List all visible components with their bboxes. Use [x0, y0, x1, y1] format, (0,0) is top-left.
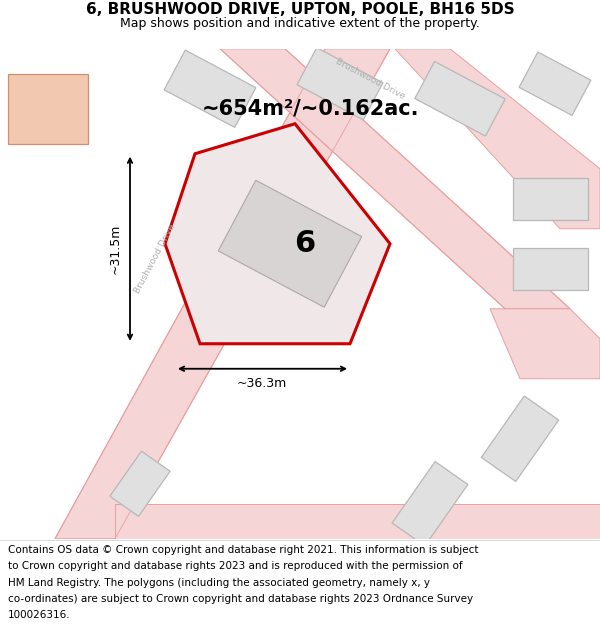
Polygon shape — [481, 396, 559, 481]
Text: ~654m²/~0.162ac.: ~654m²/~0.162ac. — [201, 99, 419, 119]
Polygon shape — [8, 74, 88, 144]
Text: HM Land Registry. The polygons (including the associated geometry, namely x, y: HM Land Registry. The polygons (includin… — [8, 578, 430, 587]
Polygon shape — [55, 49, 390, 539]
Text: co-ordinates) are subject to Crown copyright and database rights 2023 Ordnance S: co-ordinates) are subject to Crown copyr… — [8, 594, 473, 604]
Polygon shape — [218, 180, 362, 308]
Text: Contains OS data © Crown copyright and database right 2021. This information is : Contains OS data © Crown copyright and d… — [8, 545, 478, 555]
Polygon shape — [165, 124, 390, 344]
Polygon shape — [512, 248, 587, 290]
Polygon shape — [220, 49, 570, 309]
Text: ~36.3m: ~36.3m — [237, 377, 287, 390]
Text: to Crown copyright and database rights 2023 and is reproduced with the permissio: to Crown copyright and database rights 2… — [8, 561, 463, 571]
Text: 6, BRUSHWOOD DRIVE, UPTON, POOLE, BH16 5DS: 6, BRUSHWOOD DRIVE, UPTON, POOLE, BH16 5… — [86, 2, 514, 17]
Polygon shape — [297, 48, 383, 120]
Polygon shape — [164, 50, 256, 127]
Polygon shape — [395, 49, 600, 229]
Polygon shape — [490, 309, 600, 379]
Text: Map shows position and indicative extent of the property.: Map shows position and indicative extent… — [120, 18, 480, 31]
Text: Brushwood Drive: Brushwood Drive — [334, 57, 406, 101]
Polygon shape — [415, 61, 505, 136]
Text: Brushwood Drive: Brushwood Drive — [133, 222, 177, 295]
Polygon shape — [512, 177, 587, 220]
Text: 100026316.: 100026316. — [8, 611, 70, 621]
Polygon shape — [110, 451, 170, 516]
Polygon shape — [392, 461, 468, 546]
Polygon shape — [519, 52, 591, 116]
Text: ~31.5m: ~31.5m — [109, 224, 122, 274]
Text: 6: 6 — [295, 229, 316, 258]
Polygon shape — [115, 504, 600, 539]
